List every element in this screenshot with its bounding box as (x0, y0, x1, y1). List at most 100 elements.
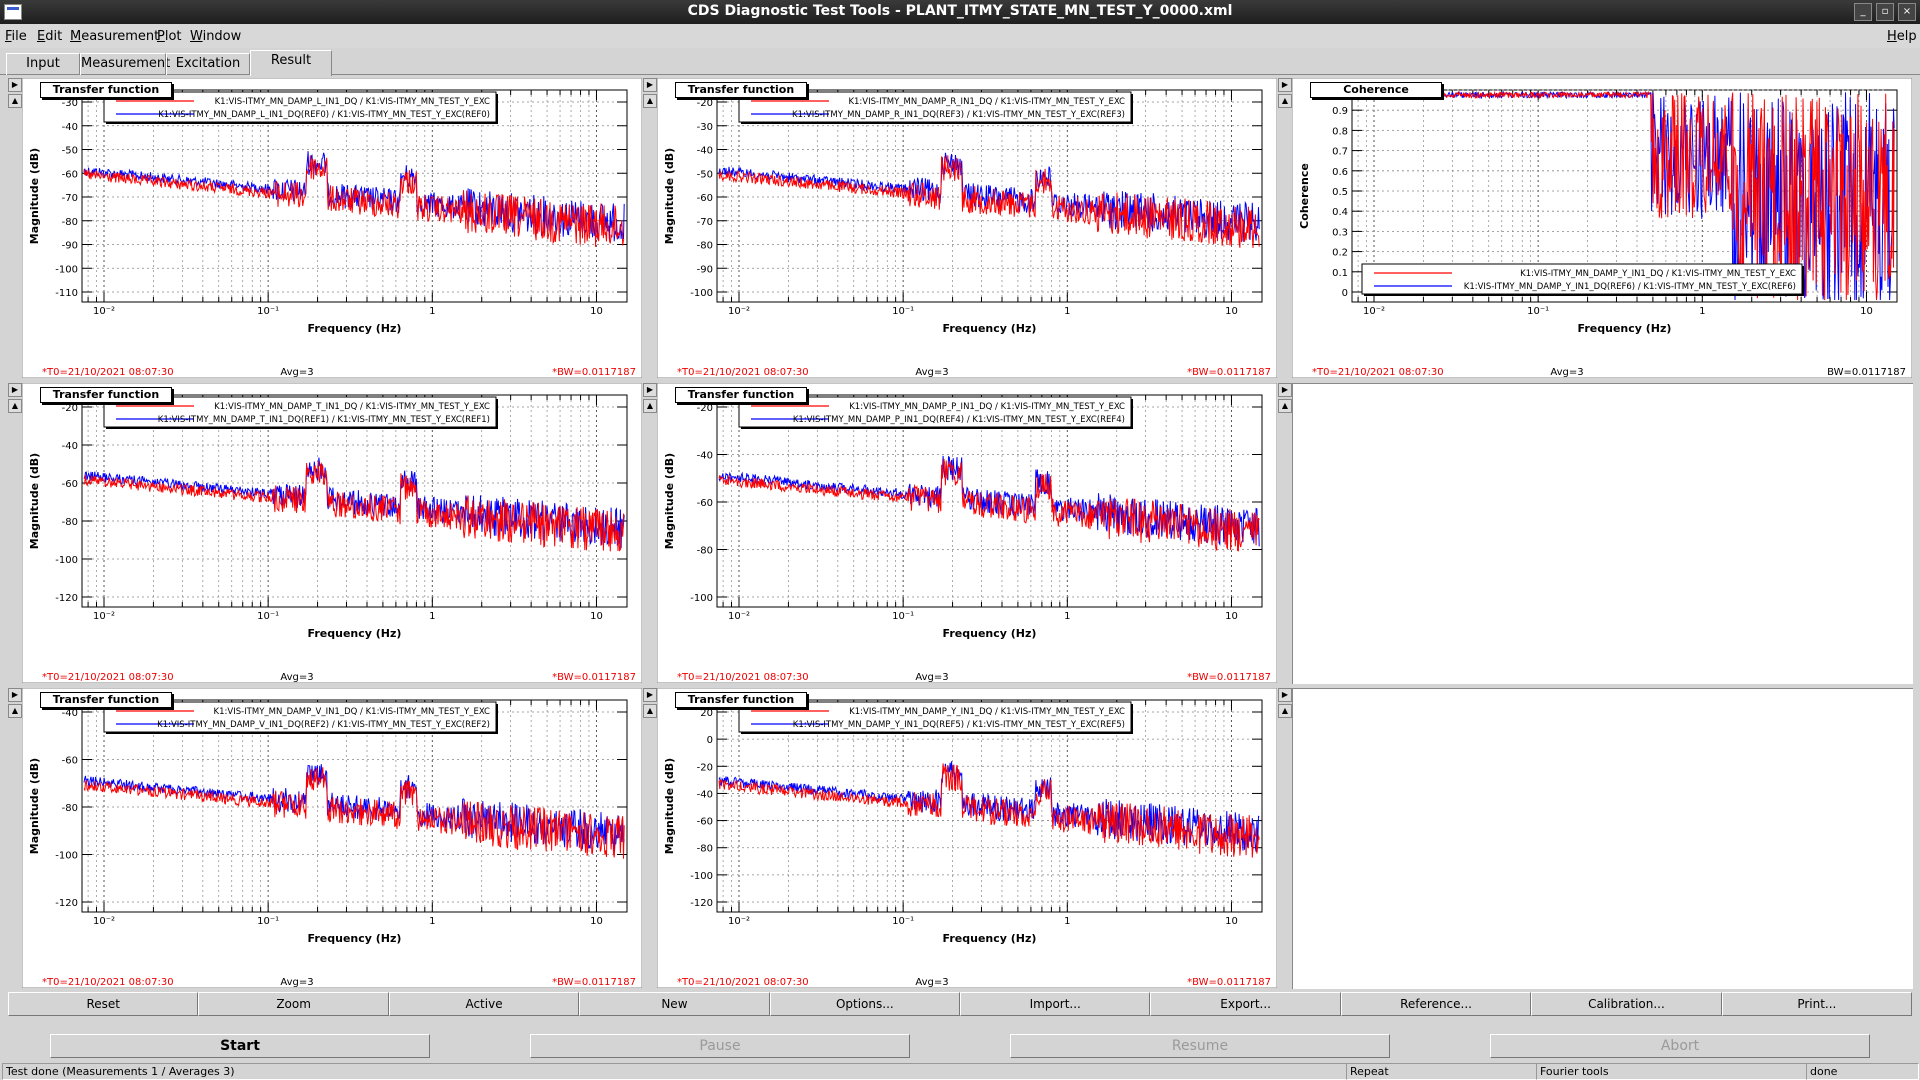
y-tick-label: -60 (697, 817, 713, 828)
close-icon[interactable]: × (1898, 3, 1916, 21)
trace-red (83, 155, 625, 247)
expand-right-icon[interactable]: ▶ (1278, 383, 1292, 397)
expand-up-icon[interactable]: ▲ (1278, 94, 1292, 108)
plot-area[interactable] (1292, 383, 1913, 684)
expand-right-icon[interactable]: ▶ (8, 688, 22, 702)
x-tick-label: 1 (429, 306, 435, 317)
export-button[interactable]: Export... (1150, 992, 1341, 1016)
expand-right-icon[interactable]: ▶ (643, 688, 657, 702)
menu-file[interactable]: File (5, 29, 27, 44)
legend-entry: K1:VIS-ITMY_MN_DAMP_Y_IN1_DQ(REF6) / K1:… (1464, 282, 1796, 292)
y-tick-label: -30 (62, 98, 78, 109)
empty-plot-panel[interactable]: ▶ ▲ (1278, 688, 1913, 989)
plot-panel-6[interactable]: ▶ ▲ 10⁻² 10⁻¹ 1 10 20 0 -20 -40 -60 -80 -100 -120 K1:V… (643, 688, 1277, 988)
t0-label: *T0=21/10/2021 08:07:30 (42, 977, 174, 988)
expand-up-icon[interactable]: ▲ (643, 704, 657, 718)
expand-right-icon[interactable]: ▶ (1278, 688, 1292, 702)
expand-up-icon[interactable]: ▲ (643, 399, 657, 413)
minimize-icon[interactable]: _ (1854, 3, 1872, 21)
expand-right-icon[interactable]: ▶ (643, 383, 657, 397)
plot-area[interactable]: 10⁻² 10⁻¹ 1 10 -20 -30 -40 -50 -60 -70 -80 -90 -100 K… (657, 78, 1277, 378)
x-tick-label: 10⁻¹ (892, 611, 914, 622)
zoom-button[interactable]: Zoom (198, 992, 389, 1016)
plot-panel-5[interactable]: ▶ ▲ 10⁻² 10⁻¹ 1 10 -40 -60 -80 -100 -120 K1:VIS-ITM… (8, 688, 642, 988)
expand-up-icon[interactable]: ▲ (1278, 704, 1292, 718)
plot-area[interactable]: 10⁻² 10⁻¹ 1 10 -40 -60 -80 -100 -120 K1:VIS-ITMY_… (22, 688, 642, 988)
plot-panel-3[interactable]: ▶ ▲ 10⁻² 10⁻¹ 1 10 -20 -40 -60 -80 -100 -120 K1:VIS-… (8, 383, 642, 683)
tab-input[interactable]: Input (6, 53, 80, 75)
plot-area[interactable]: 10⁻² 10⁻¹ 1 10 -30 -40 -50 -60 -70 -80 -90 -100 -110… (22, 78, 642, 378)
y-tick-label: -20 (697, 403, 713, 414)
expand-up-icon[interactable]: ▲ (8, 704, 22, 718)
x-axis-label: Frequency (Hz) (308, 932, 402, 945)
plot-panel-0[interactable]: ▶ ▲ 10⁻² 10⁻¹ 1 10 -30 -40 -50 -60 -70 -80 -90 -100 -1… (8, 78, 642, 378)
expand-right-icon[interactable]: ▶ (8, 78, 22, 92)
x-tick-label: 10⁻² (93, 611, 115, 622)
maximize-icon[interactable]: ▫ (1876, 3, 1894, 21)
trace-red (718, 155, 1260, 248)
plot-area[interactable]: 10⁻²10⁻¹11010.90.80.70.60.50.40.30.20.10… (1292, 78, 1912, 378)
start-button[interactable]: Start (50, 1034, 430, 1058)
new-button[interactable]: New (579, 992, 770, 1016)
menu-measurement[interactable]: Measurement (70, 29, 160, 44)
calibration-button[interactable]: Calibration... (1531, 992, 1722, 1016)
t0-label: *T0=21/10/2021 08:07:30 (1312, 367, 1444, 378)
import-button[interactable]: Import... (960, 992, 1151, 1016)
y-tick-label: 0 (1342, 288, 1348, 299)
expand-up-icon[interactable]: ▲ (8, 94, 22, 108)
expand-up-icon[interactable]: ▲ (643, 94, 657, 108)
options-button[interactable]: Options... (769, 992, 961, 1016)
x-tick-label: 1 (429, 916, 435, 927)
bw-label: *BW=0.0117187 (1187, 977, 1271, 988)
active-button[interactable]: Active (388, 992, 580, 1016)
reset-button[interactable]: Reset (8, 992, 199, 1016)
plot-title: Transfer function (675, 82, 807, 98)
empty-plot-panel[interactable]: ▶ ▲ (1278, 383, 1913, 684)
y-tick-label: -50 (62, 146, 78, 157)
tab-measurement[interactable]: Measurement (80, 53, 170, 75)
menu-window[interactable]: Window (190, 29, 242, 44)
legend-entry: K1:VIS-ITMY_MN_DAMP_L_IN1_DQ / K1:VIS-IT… (215, 97, 490, 107)
plot-panel-4[interactable]: ▶ ▲ 10⁻² 10⁻¹ 1 10 -20 -40 -60 -80 -100 K1:VIS-ITMY… (643, 383, 1277, 683)
expand-right-icon[interactable]: ▶ (1278, 78, 1292, 92)
x-tick-label: 10⁻¹ (892, 916, 914, 927)
trace-red (718, 763, 1260, 858)
plot-title: Transfer function (40, 692, 172, 708)
y-axis-label: Magnitude (dB) (28, 148, 41, 244)
menu-help[interactable]: Help (1887, 29, 1917, 44)
menu-edit[interactable]: Edit (37, 29, 63, 44)
expand-up-icon[interactable]: ▲ (8, 399, 22, 413)
expand-right-icon[interactable]: ▶ (643, 78, 657, 92)
avg-label: Avg=3 (1550, 367, 1583, 378)
plot-panel-1[interactable]: ▶ ▲ 10⁻² 10⁻¹ 1 10 -20 -30 -40 -50 -60 -70 -80 -90 -10… (643, 78, 1277, 378)
plot-area[interactable] (1292, 688, 1913, 989)
resume-button[interactable]: Resume (1010, 1034, 1390, 1058)
tab-excitation[interactable]: Excitation (166, 53, 250, 75)
expand-right-icon[interactable]: ▶ (8, 383, 22, 397)
x-tick-label: 10 (590, 611, 603, 622)
panel-arrows: ▶ ▲ (1278, 383, 1292, 415)
plot-area[interactable]: 10⁻² 10⁻¹ 1 10 -20 -40 -60 -80 -100 -120 K1:VIS-IT… (22, 383, 642, 683)
pause-button[interactable]: Pause (530, 1034, 910, 1058)
plot-panel-2[interactable]: ▶ ▲10⁻²10⁻¹11010.90.80.70.60.50.40.30.20.… (1278, 78, 1912, 378)
panel-arrows: ▶ ▲ (643, 383, 657, 415)
y-tick-label: -90 (62, 241, 78, 252)
app-icon[interactable] (4, 4, 22, 20)
menu-plot[interactable]: Plot (157, 29, 182, 44)
y-tick-label: -40 (62, 708, 78, 719)
expand-up-icon[interactable]: ▲ (1278, 399, 1292, 413)
y-tick-label: -30 (697, 122, 713, 133)
legend-entry: K1:VIS-ITMY_MN_DAMP_R_IN1_DQ(REF3) / K1:… (792, 110, 1125, 120)
y-tick-label: -100 (690, 871, 713, 882)
tab-result[interactable]: Result (250, 50, 332, 76)
reference-button[interactable]: Reference... (1340, 992, 1532, 1016)
y-tick-label: -80 (62, 517, 78, 528)
plot-area[interactable]: 10⁻² 10⁻¹ 1 10 -20 -40 -60 -80 -100 K1:VIS-ITMY_M… (657, 383, 1277, 683)
y-tick-label: -40 (697, 789, 713, 800)
abort-button[interactable]: Abort (1490, 1034, 1870, 1058)
legend-entry: K1:VIS-ITMY_MN_DAMP_T_IN1_DQ / K1:VIS-IT… (214, 402, 490, 412)
print-button[interactable]: Print... (1721, 992, 1913, 1016)
plot-area[interactable]: 10⁻² 10⁻¹ 1 10 20 0 -20 -40 -60 -80 -100 -120 K1:VIS… (657, 688, 1277, 988)
y-tick-label: -20 (62, 403, 78, 414)
x-axis-label: Frequency (Hz) (943, 932, 1037, 945)
